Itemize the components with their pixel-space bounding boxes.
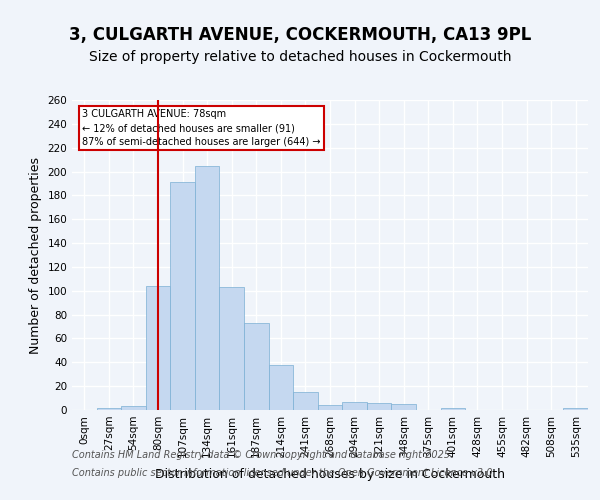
Bar (195, 166, 220, 410)
Text: Contains HM Land Registry data © Crown copyright and database right 2025.: Contains HM Land Registry data © Crown c… (72, 450, 453, 460)
Text: 3, CULGARTH AVENUE, COCKERMOUTH, CA13 9PL: 3, CULGARTH AVENUE, COCKERMOUTH, CA13 9P… (69, 26, 531, 44)
Bar (146, 286, 170, 410)
Bar (367, 403, 391, 410)
Bar (170, 182, 195, 410)
Bar (391, 404, 416, 410)
Bar (121, 406, 146, 410)
Text: Contains public sector information licensed under the Open Government Licence v3: Contains public sector information licen… (72, 468, 496, 477)
Text: 3 CULGARTH AVENUE: 78sqm
← 12% of detached houses are smaller (91)
87% of semi-d: 3 CULGARTH AVENUE: 78sqm ← 12% of detach… (82, 110, 321, 148)
Bar (440, 408, 465, 410)
Text: Size of property relative to detached houses in Cockermouth: Size of property relative to detached ho… (89, 50, 511, 64)
Bar (269, 364, 293, 410)
Bar (220, 287, 244, 410)
Bar (318, 405, 342, 410)
Bar (244, 323, 269, 410)
X-axis label: Distribution of detached houses by size in Cockermouth: Distribution of detached houses by size … (155, 468, 505, 481)
Bar (342, 402, 367, 410)
Bar (293, 392, 318, 410)
Bar (563, 408, 588, 410)
Y-axis label: Number of detached properties: Number of detached properties (29, 156, 42, 354)
Bar (97, 408, 121, 410)
